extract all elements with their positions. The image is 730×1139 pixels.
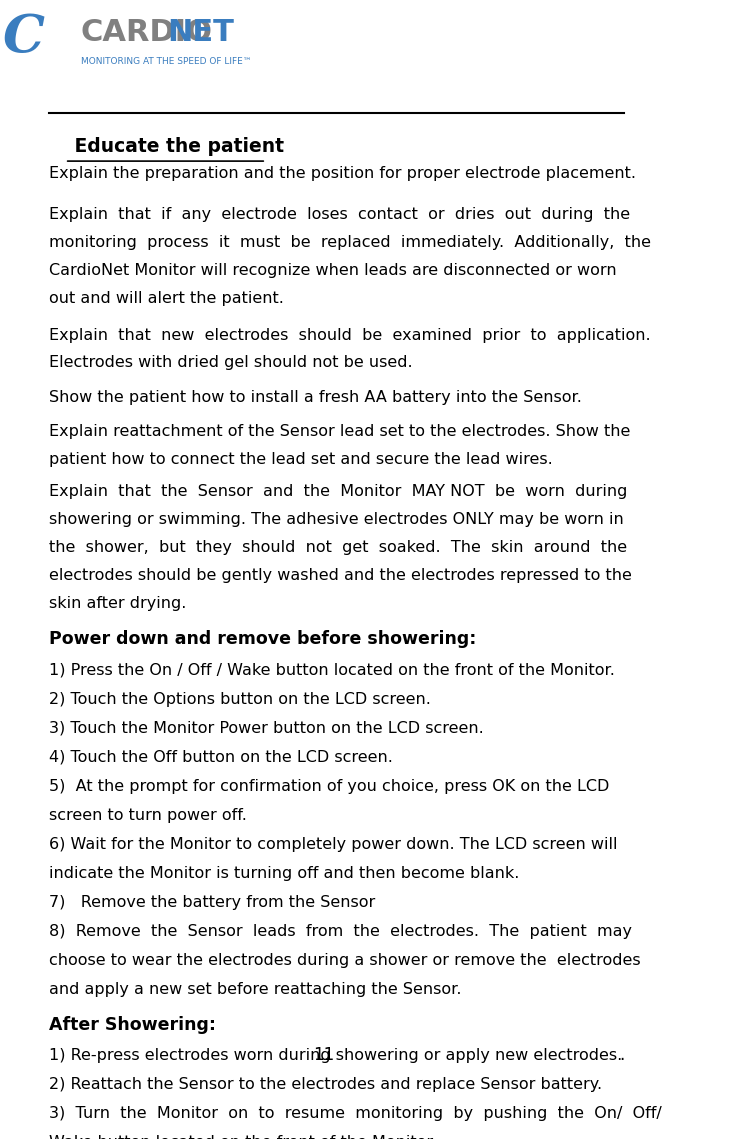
- Text: 6) Wait for the Monitor to completely power down. The LCD screen will: 6) Wait for the Monitor to completely po…: [49, 837, 618, 852]
- Text: 2) Reattach the Sensor to the electrodes and replace Sensor battery.: 2) Reattach the Sensor to the electrodes…: [49, 1077, 602, 1092]
- Text: .: .: [619, 1046, 624, 1064]
- Text: Explain  that  the  Sensor  and  the  Monitor  MAY NOT  be  worn  during: Explain that the Sensor and the Monitor …: [49, 484, 627, 499]
- Text: Show the patient how to install a fresh AA battery into the Sensor.: Show the patient how to install a fresh …: [49, 390, 582, 404]
- Text: Explain  that  if  any  electrode  loses  contact  or  dries  out  during  the: Explain that if any electrode loses cont…: [49, 207, 630, 222]
- Text: NET: NET: [167, 18, 234, 47]
- Text: 11: 11: [313, 1046, 334, 1064]
- Text: 3)  Turn  the  Monitor  on  to  resume  monitoring  by  pushing  the  On/  Off/: 3) Turn the Monitor on to resume monitor…: [49, 1106, 661, 1121]
- Text: C: C: [2, 13, 45, 63]
- Text: Wake button located on the front of the Monitor.: Wake button located on the front of the …: [49, 1136, 437, 1139]
- Text: Power down and remove before showering:: Power down and remove before showering:: [49, 631, 476, 648]
- Text: 7)   Remove the battery from the Sensor: 7) Remove the battery from the Sensor: [49, 894, 375, 910]
- Text: and apply a new set before reattaching the Sensor.: and apply a new set before reattaching t…: [49, 982, 461, 997]
- Text: 2) Touch the Options button on the LCD screen.: 2) Touch the Options button on the LCD s…: [49, 691, 431, 706]
- Text: skin after drying.: skin after drying.: [49, 596, 186, 612]
- Text: 8)  Remove  the  Sensor  leads  from  the  electrodes.  The  patient  may: 8) Remove the Sensor leads from the elec…: [49, 924, 631, 939]
- Text: 1) Re-press electrodes worn during showering or apply new electrodes.: 1) Re-press electrodes worn during showe…: [49, 1048, 622, 1063]
- Text: Educate the patient: Educate the patient: [55, 138, 284, 156]
- Text: the  shower,  but  they  should  not  get  soaked.  The  skin  around  the: the shower, but they should not get soak…: [49, 540, 627, 555]
- Text: patient how to connect the lead set and secure the lead wires.: patient how to connect the lead set and …: [49, 452, 553, 467]
- Text: 1) Press the On / Off / Wake button located on the front of the Monitor.: 1) Press the On / Off / Wake button loca…: [49, 663, 615, 678]
- Text: monitoring  process  it  must  be  replaced  immediately.  Additionally,  the: monitoring process it must be replaced i…: [49, 236, 650, 251]
- Text: CARDIO: CARDIO: [81, 18, 212, 47]
- Text: CardioNet Monitor will recognize when leads are disconnected or worn: CardioNet Monitor will recognize when le…: [49, 263, 616, 278]
- Text: MONITORING AT THE SPEED OF LIFE™: MONITORING AT THE SPEED OF LIFE™: [81, 57, 252, 66]
- Text: choose to wear the electrodes during a shower or remove the  electrodes: choose to wear the electrodes during a s…: [49, 952, 640, 968]
- Text: electrodes should be gently washed and the electrodes repressed to the: electrodes should be gently washed and t…: [49, 568, 631, 583]
- Text: Explain reattachment of the Sensor lead set to the electrodes. Show the: Explain reattachment of the Sensor lead …: [49, 424, 630, 440]
- Text: Electrodes with dried gel should not be used.: Electrodes with dried gel should not be …: [49, 355, 412, 370]
- Text: Explain  that  new  electrodes  should  be  examined  prior  to  application.: Explain that new electrodes should be ex…: [49, 328, 650, 343]
- Text: indicate the Monitor is turning off and then become blank.: indicate the Monitor is turning off and …: [49, 866, 519, 880]
- Text: 4) Touch the Off button on the LCD screen.: 4) Touch the Off button on the LCD scree…: [49, 749, 393, 764]
- Text: out and will alert the patient.: out and will alert the patient.: [49, 292, 284, 306]
- Text: showering or swimming. The adhesive electrodes ONLY may be worn in: showering or swimming. The adhesive elec…: [49, 513, 623, 527]
- Text: Explain the preparation and the position for proper electrode placement.: Explain the preparation and the position…: [49, 166, 636, 181]
- Text: 5)  At the prompt for confirmation of you choice, press OK on the LCD: 5) At the prompt for confirmation of you…: [49, 779, 609, 794]
- Text: After Showering:: After Showering:: [49, 1016, 216, 1034]
- Text: 3) Touch the Monitor Power button on the LCD screen.: 3) Touch the Monitor Power button on the…: [49, 721, 483, 736]
- Text: screen to turn power off.: screen to turn power off.: [49, 808, 247, 822]
